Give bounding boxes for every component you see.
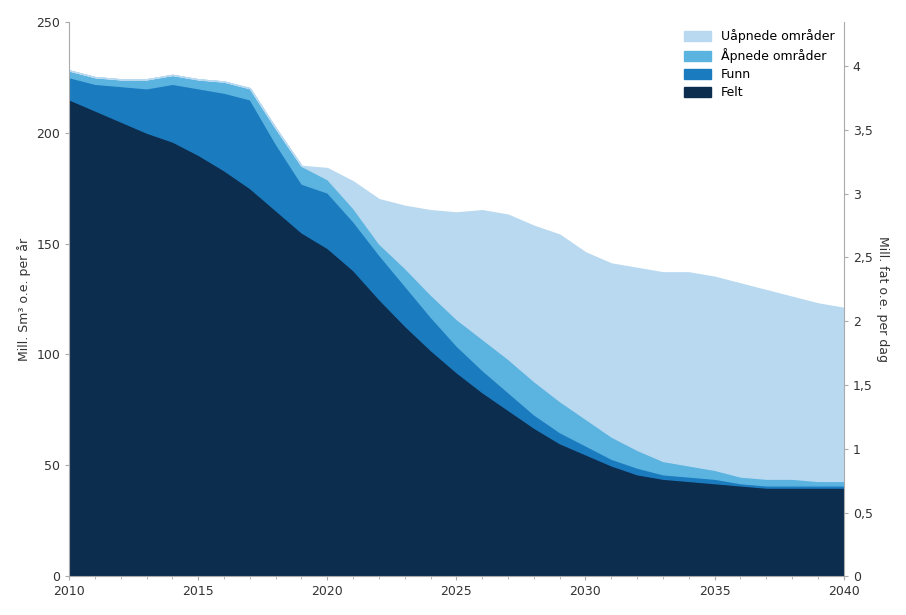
Y-axis label: Mill. fat o.e. per dag: Mill. fat o.e. per dag [876,236,890,362]
Legend: Uåpnede områder, Åpnede områder, Funn, Felt: Uåpnede områder, Åpnede områder, Funn, F… [679,25,840,105]
Y-axis label: Mill. Sm³ o.e. per år: Mill. Sm³ o.e. per år [16,237,31,360]
